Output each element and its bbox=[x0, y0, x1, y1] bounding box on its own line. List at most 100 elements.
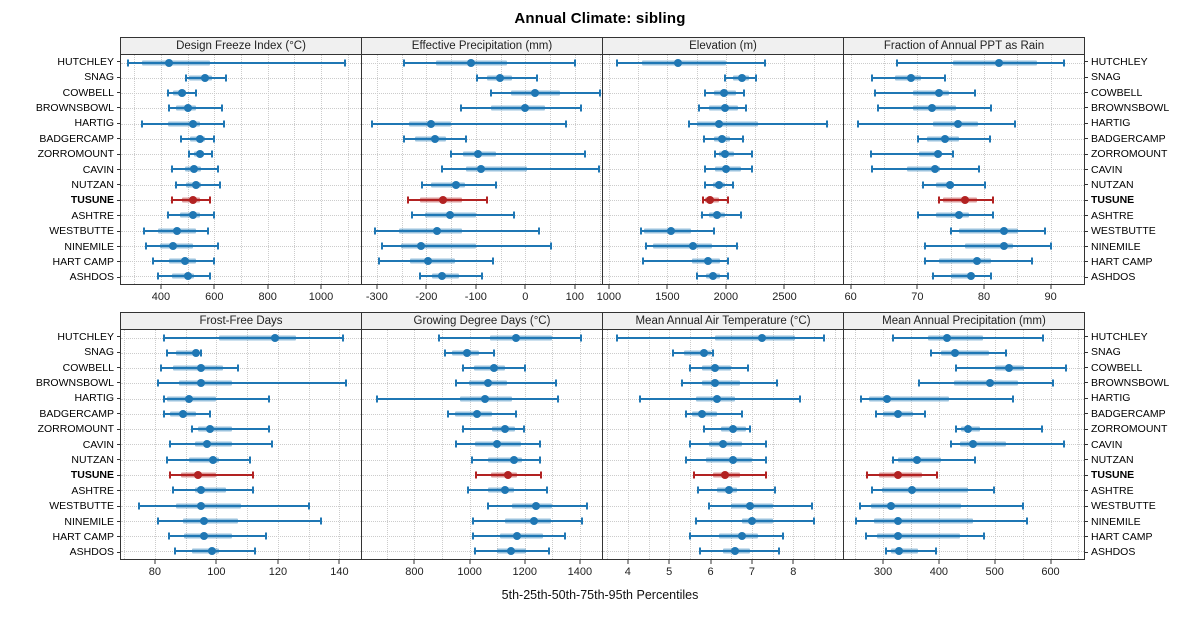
median-dot bbox=[973, 257, 982, 266]
whisker-cap-5th bbox=[917, 379, 920, 387]
whisker-cap-5th bbox=[697, 486, 700, 494]
whisker-cap-95th bbox=[1022, 502, 1025, 510]
percentile-row bbox=[362, 345, 602, 360]
percentile-row bbox=[362, 544, 602, 559]
gridline-horizontal bbox=[121, 276, 361, 278]
median-dot bbox=[178, 409, 187, 418]
whisker-cap-95th bbox=[991, 211, 994, 219]
y-tick bbox=[1085, 367, 1088, 369]
whisker-cap-95th bbox=[973, 456, 976, 464]
whisker-5th-95th bbox=[673, 351, 713, 354]
x-tick-label: 400 bbox=[929, 566, 949, 578]
whisker-cap-5th bbox=[917, 135, 919, 143]
y-tick bbox=[117, 428, 120, 430]
percentile-row bbox=[603, 269, 843, 284]
whisker-cap-95th bbox=[952, 150, 955, 158]
whisker-cap-95th bbox=[751, 150, 754, 158]
site-labels-left-top: HUTCHLEY SNAG COWBELL BROWNSBOWL HARTIG BADGE… bbox=[0, 37, 120, 285]
site-label-row: CAVIN bbox=[1085, 162, 1200, 177]
whisker-5th-95th bbox=[170, 443, 272, 446]
panel-title: Mean Annual Precipitation (mm) bbox=[882, 315, 1046, 327]
x-tick bbox=[469, 560, 471, 564]
whisker-cap-5th bbox=[688, 120, 691, 128]
iqr-bar-25th-75th bbox=[950, 273, 974, 279]
whisker-cap-95th bbox=[580, 517, 583, 525]
percentile-row bbox=[603, 131, 843, 146]
whisker-cap-5th bbox=[170, 165, 173, 173]
x-tick bbox=[413, 560, 415, 564]
site-label: BADGERCAMP bbox=[1091, 407, 1166, 420]
whisker-cap-5th bbox=[188, 150, 190, 158]
whisker-cap-95th bbox=[307, 502, 310, 510]
site-label-row: NINEMILE bbox=[1085, 239, 1200, 254]
median-dot bbox=[521, 104, 530, 113]
iqr-bar-25th-75th bbox=[868, 396, 950, 402]
y-tick bbox=[1085, 107, 1088, 109]
whisker-cap-95th bbox=[564, 120, 567, 128]
percentile-row bbox=[362, 131, 602, 146]
median-dot bbox=[481, 394, 490, 403]
x-tick-label: 800 bbox=[405, 566, 424, 578]
percentile-row bbox=[844, 238, 1084, 253]
whisker-cap-95th bbox=[480, 272, 483, 280]
whisker-5th-95th bbox=[689, 443, 767, 446]
x-axis: 300 400 500 600 bbox=[844, 560, 1084, 586]
whisker-cap-5th bbox=[699, 547, 702, 555]
site-label-row: COWBELL bbox=[0, 360, 120, 375]
iqr-bar-25th-75th bbox=[219, 335, 297, 341]
x-tick bbox=[882, 560, 884, 564]
y-tick bbox=[1085, 92, 1088, 94]
panel-title: Fraction of Annual PPT as Rain bbox=[883, 40, 1045, 52]
whisker-cap-95th bbox=[748, 425, 751, 433]
median-dot bbox=[196, 364, 205, 373]
whisker-cap-95th bbox=[493, 349, 496, 357]
whisker-5th-95th bbox=[931, 351, 1006, 354]
whisker-cap-5th bbox=[174, 181, 177, 189]
whisker-5th-95th bbox=[681, 382, 777, 385]
iqr-bar-25th-75th bbox=[928, 335, 983, 341]
x-tick-label: 2500 bbox=[772, 291, 797, 303]
median-dot bbox=[986, 379, 995, 388]
site-label-row: BADGERCAMP bbox=[0, 406, 120, 421]
whisker-cap-5th bbox=[471, 456, 474, 464]
whisker-5th-95th bbox=[933, 275, 991, 278]
whisker-5th-95th bbox=[404, 61, 575, 64]
whisker-cap-5th bbox=[688, 440, 691, 448]
whisker-cap-5th bbox=[644, 242, 647, 250]
whisker-cap-95th bbox=[823, 334, 826, 342]
site-label: HART CAMP bbox=[52, 255, 114, 268]
whisker-5th-95th bbox=[448, 412, 516, 415]
site-label: TUSUNE bbox=[70, 194, 114, 207]
whisker-cap-5th bbox=[891, 334, 894, 342]
x-tick bbox=[320, 285, 322, 289]
percentile-row bbox=[844, 70, 1084, 85]
y-tick bbox=[1085, 413, 1088, 415]
whisker-cap-95th bbox=[727, 196, 730, 204]
site-label: NUTZAN bbox=[1091, 453, 1134, 466]
whisker-cap-95th bbox=[782, 532, 784, 540]
whisker-cap-95th bbox=[989, 104, 992, 112]
x-axis: 4 5 6 7 8 bbox=[603, 560, 843, 586]
x-tick-label: 1000 bbox=[457, 566, 482, 578]
panel-effective-precipitation: Effective Precipitation (mm) -300 -200 -10… bbox=[361, 37, 602, 303]
percentile-row bbox=[603, 452, 843, 467]
whisker-cap-95th bbox=[213, 211, 216, 219]
median-dot bbox=[490, 364, 499, 373]
site-label: TUSUNE bbox=[70, 469, 114, 482]
site-label-row: COWBELL bbox=[1085, 360, 1200, 375]
percentile-row bbox=[603, 483, 843, 498]
percentile-row bbox=[362, 498, 602, 513]
whisker-cap-5th bbox=[454, 440, 457, 448]
whisker-cap-5th bbox=[466, 486, 469, 494]
whisker-cap-95th bbox=[993, 486, 996, 494]
percentile-row bbox=[603, 422, 843, 437]
y-tick bbox=[1085, 76, 1088, 78]
whisker-cap-5th bbox=[917, 211, 919, 219]
percentile-row bbox=[121, 86, 361, 101]
whisker-cap-5th bbox=[949, 440, 952, 448]
site-labels-left-bottom: HUTCHLEY SNAG COWBELL BROWNSBOWL HARTIG BADGE… bbox=[0, 312, 120, 560]
percentile-row bbox=[844, 345, 1084, 360]
x-tick bbox=[983, 285, 985, 289]
percentile-row bbox=[844, 361, 1084, 376]
whisker-cap-95th bbox=[1026, 517, 1029, 525]
